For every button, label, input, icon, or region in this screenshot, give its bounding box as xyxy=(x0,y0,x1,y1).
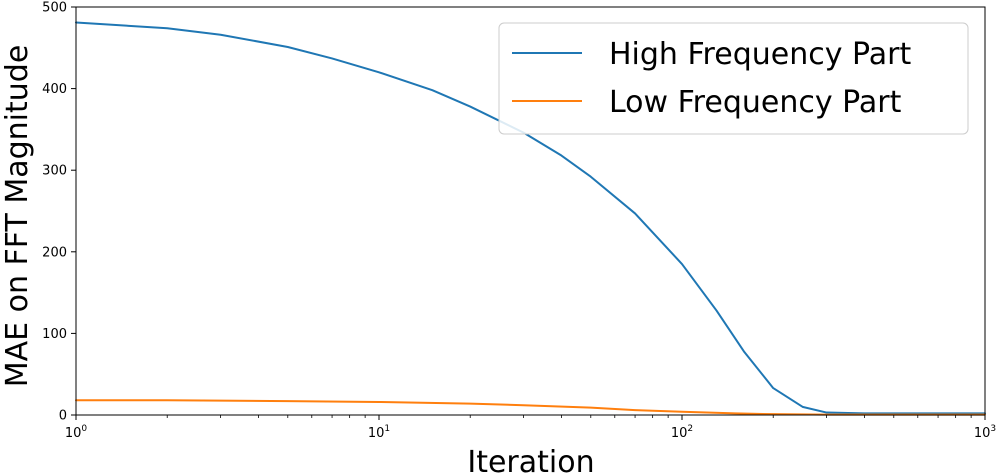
plot-lines xyxy=(75,21,986,416)
plot-frame xyxy=(75,6,986,416)
legend: High Frequency Part Low Frequency Part xyxy=(498,22,969,135)
x-tick-label: 103 xyxy=(974,424,996,441)
x-tick-label: 100 xyxy=(65,424,88,441)
legend-label: Low Frequency Part xyxy=(609,85,902,120)
legend-label: High Frequency Part xyxy=(609,37,911,72)
y-tick-label: 200 xyxy=(42,245,67,260)
x-axis-title: Iteration xyxy=(467,445,594,475)
y-tick-label: 300 xyxy=(42,164,67,179)
legend-box xyxy=(498,22,969,135)
y-axis-title: MAE on FFT Magnitude xyxy=(0,45,35,388)
y-tick-label: 100 xyxy=(42,327,67,342)
series-line-2 xyxy=(75,399,986,416)
x-tick-label: 101 xyxy=(368,424,390,441)
x-tick-label: 102 xyxy=(671,424,693,441)
y-tick-label: 0 xyxy=(59,409,67,424)
y-tick-label: 400 xyxy=(42,82,67,97)
series-line-1 xyxy=(75,21,986,415)
y-tick-label: 500 xyxy=(42,1,67,16)
